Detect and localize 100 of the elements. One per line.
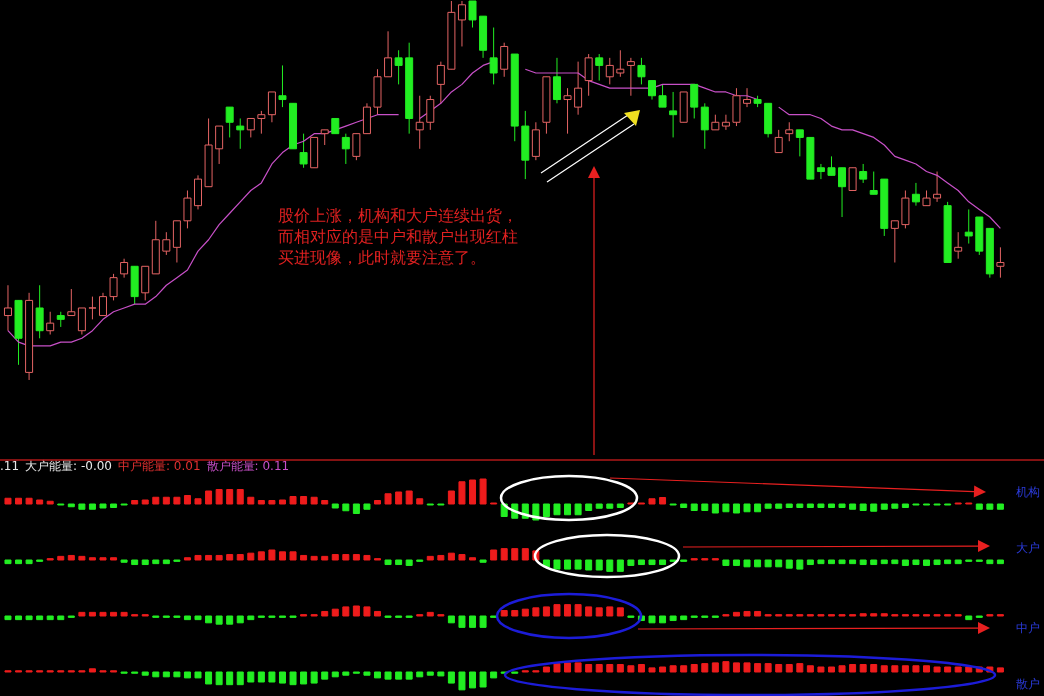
bar — [469, 557, 477, 561]
candlestick — [246, 117, 255, 138]
bar — [595, 607, 603, 617]
candlestick — [88, 296, 97, 320]
bar — [437, 671, 445, 677]
bar — [585, 606, 593, 617]
bar — [912, 665, 920, 673]
bar — [574, 604, 582, 617]
bar — [711, 662, 719, 673]
bar — [859, 559, 867, 566]
bar — [384, 671, 392, 680]
bar — [996, 667, 1004, 673]
bar — [996, 503, 1004, 510]
text: 散户能量: 0.11 — [206, 459, 290, 473]
bar — [437, 554, 445, 561]
bar — [374, 500, 381, 505]
bar — [870, 559, 878, 566]
bar — [775, 503, 783, 509]
bar — [870, 503, 878, 512]
bar — [923, 559, 931, 566]
bar — [247, 496, 255, 505]
bar — [331, 503, 339, 509]
bar — [680, 665, 688, 673]
candlestick — [162, 231, 171, 256]
bar — [975, 503, 983, 510]
bar — [152, 559, 160, 565]
bar — [680, 503, 688, 508]
bar — [300, 496, 308, 505]
bar — [342, 554, 350, 561]
bar — [331, 608, 339, 617]
bar — [806, 559, 814, 566]
candlestick — [215, 125, 224, 165]
bar — [891, 559, 899, 565]
candlestick — [574, 61, 583, 116]
bar — [46, 615, 54, 621]
candlestick — [500, 42, 509, 78]
bar — [36, 615, 44, 621]
bar — [838, 559, 846, 565]
candlestick — [859, 163, 868, 184]
bar — [458, 615, 466, 628]
bar — [469, 479, 477, 505]
bar — [4, 559, 12, 565]
bar — [194, 671, 202, 679]
bar — [701, 503, 709, 511]
bar — [500, 548, 508, 561]
bar — [395, 491, 403, 505]
bar — [99, 503, 107, 509]
bar — [236, 554, 244, 561]
bar — [553, 604, 561, 617]
bar — [363, 606, 371, 617]
bar — [458, 671, 466, 691]
bar — [648, 615, 656, 624]
bar — [162, 671, 170, 678]
bar — [236, 671, 244, 686]
bar — [194, 615, 202, 621]
bar — [659, 615, 667, 624]
candlestick — [489, 27, 498, 85]
bar — [236, 489, 244, 505]
bar — [141, 499, 149, 505]
bar — [374, 610, 381, 617]
bar — [827, 503, 835, 508]
bar — [215, 671, 223, 686]
candlestick — [616, 49, 625, 78]
bar — [606, 559, 614, 572]
bar — [416, 671, 424, 678]
bar — [342, 503, 350, 512]
bar — [669, 615, 677, 622]
candlestick — [669, 91, 678, 138]
bar — [564, 559, 572, 570]
bar — [99, 557, 107, 561]
candlestick — [341, 133, 350, 165]
bar — [215, 489, 223, 505]
bar — [426, 671, 434, 676]
bar — [352, 554, 360, 561]
bar — [796, 559, 804, 570]
bar — [500, 610, 508, 617]
bar — [257, 500, 265, 505]
bar — [986, 559, 994, 565]
text: 大户 — [1016, 541, 1040, 555]
bar — [764, 503, 772, 509]
bar — [57, 615, 65, 621]
bar — [469, 615, 477, 628]
bar — [986, 503, 994, 510]
bar — [268, 549, 276, 561]
bar — [754, 559, 762, 568]
bar — [511, 610, 519, 617]
bar — [627, 559, 635, 566]
candlestick — [890, 220, 899, 263]
annotation: 而相对应的是中户和散户出现红柱 — [278, 226, 518, 247]
bar — [331, 554, 339, 561]
bar — [880, 559, 888, 565]
bar — [690, 503, 698, 511]
bar — [785, 559, 793, 569]
candlestick — [637, 57, 646, 85]
bar — [162, 496, 170, 505]
bar — [553, 503, 561, 516]
bar — [595, 664, 603, 673]
bar — [342, 606, 350, 617]
bar — [88, 668, 96, 673]
bar — [690, 664, 698, 673]
